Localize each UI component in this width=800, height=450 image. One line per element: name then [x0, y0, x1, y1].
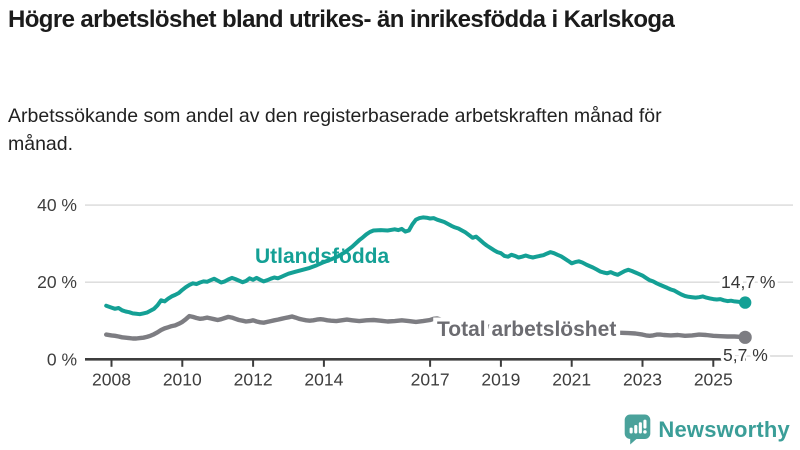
x-tick-label: 2012 [234, 369, 273, 389]
series-end-dot [738, 296, 752, 309]
series-label: Total arbetslöshet [437, 318, 616, 341]
chart-subtitle: Arbetssökande som andel av den registerb… [8, 105, 662, 156]
x-tick-label: 2017 [411, 369, 450, 389]
speech-bubble-bar-chart-icon [625, 414, 651, 445]
series-line [104, 215, 748, 317]
series-line [103, 313, 748, 341]
series-end-dot [738, 330, 752, 344]
x-tick-label: 2023 [623, 369, 662, 389]
y-tick-label: 40 % [37, 195, 77, 215]
newsworthy-logo: Newsworthy [624, 414, 790, 445]
x-tick-label: 2008 [92, 369, 131, 389]
x-tick-label: 2019 [481, 369, 520, 389]
end-value-label: 5,7 % [723, 345, 768, 365]
y-tick-label: 20 % [37, 272, 77, 292]
x-tick-label: 2010 [163, 369, 202, 389]
series-label: Utlandsfödda [255, 245, 389, 268]
y-tick-label: 0 % [47, 349, 77, 369]
newsworthy-logo-text: Newsworthy [658, 416, 790, 442]
x-tick-label: 2021 [552, 369, 591, 389]
x-tick-label: 2014 [304, 369, 343, 389]
chart-title: Högre arbetslöshet bland utrikes- än inr… [8, 6, 675, 33]
end-value-label: 14,7 % [721, 272, 775, 292]
x-tick-label: 2025 [694, 369, 733, 389]
